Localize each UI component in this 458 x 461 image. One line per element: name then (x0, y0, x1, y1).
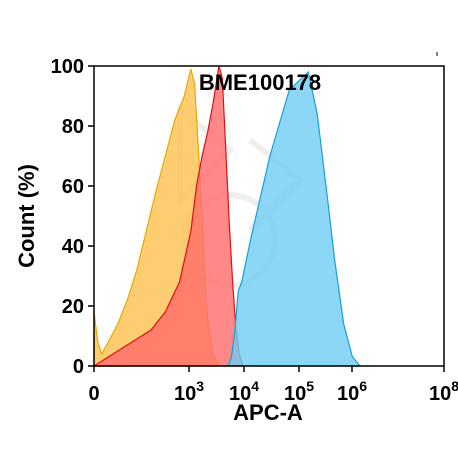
x-axis: 0 103 104 105 106 108 (88, 366, 458, 405)
y-tick-label: 0 (73, 356, 84, 378)
x-tick-label: 108 (429, 378, 458, 405)
x-tick-label: 0 (88, 383, 99, 405)
y-axis: 0 20 40 60 80 100 (51, 56, 94, 378)
y-tick-label: 40 (62, 236, 84, 258)
x-tick-label: 104 (229, 378, 259, 405)
x-tick-label: 103 (174, 378, 204, 405)
y-tick-label: 100 (51, 56, 84, 78)
plot-frame (93, 65, 445, 367)
series-layer (91, 65, 362, 367)
chart-title: BME100178 (199, 70, 321, 95)
y-axis-label: Count (%) (14, 164, 39, 268)
histogram-series-2 (91, 65, 244, 367)
x-axis-label: APC-A (233, 400, 303, 425)
y-tick-label: 80 (62, 116, 84, 138)
x-tick-label: 106 (337, 378, 367, 405)
x-tick-label: 105 (284, 378, 314, 405)
y-tick-label: 20 (62, 296, 84, 318)
y-tick-label: 60 (62, 176, 84, 198)
histogram-series-3 (227, 70, 362, 367)
